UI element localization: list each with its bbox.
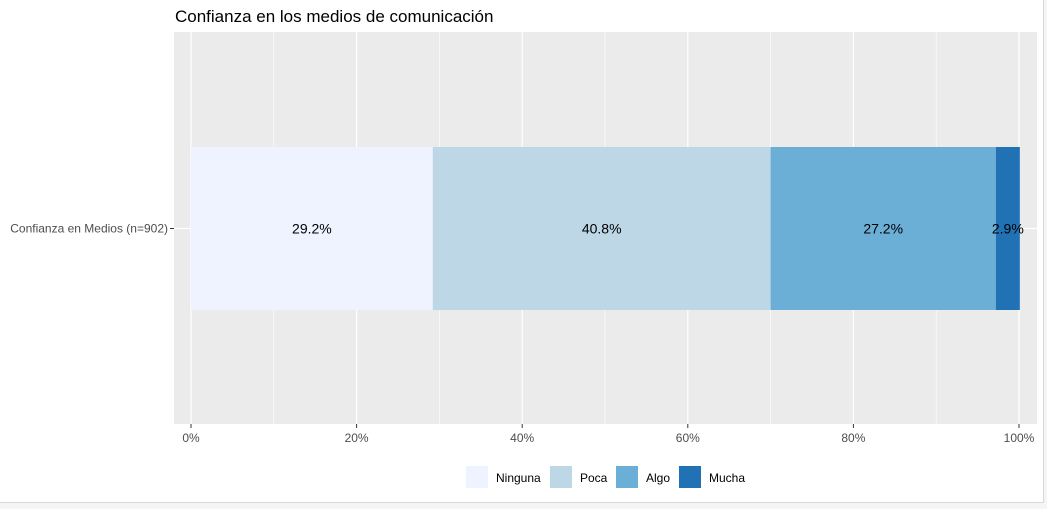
legend-key-algo: [616, 466, 638, 488]
legend-label-poca: Poca: [580, 471, 608, 485]
bar-segment-mucha: [995, 147, 1020, 310]
bar-segment-poca: [432, 147, 771, 310]
bar-label-algo: 27.2%: [863, 221, 903, 237]
legend-label-algo: Algo: [646, 471, 670, 485]
x-tick-label: 80%: [841, 431, 865, 445]
bar-labels: 29.2% 40.8% 27.2% 2.9%: [292, 221, 1024, 237]
x-axis: 0% 20% 40% 60% 80% 100%: [182, 424, 1035, 445]
bar-label-mucha: 2.9%: [992, 221, 1024, 237]
x-tick-label: 20%: [345, 431, 369, 445]
x-tick-label: 40%: [510, 431, 534, 445]
chart-title: Confianza en los medios de comunicación: [175, 7, 493, 26]
legend-key-poca: [550, 466, 572, 488]
x-tick-label: 0%: [182, 431, 200, 445]
bars: [191, 147, 1020, 310]
legend-label-mucha: Mucha: [709, 471, 745, 485]
x-tick-label: 100%: [1004, 431, 1035, 445]
legend: Ninguna Poca Algo Mucha: [466, 466, 745, 488]
bar-label-ninguna: 29.2%: [292, 221, 332, 237]
bar-segment-ninguna: [191, 147, 433, 310]
y-tick-label: Confianza en Medios (n=902): [10, 222, 168, 236]
legend-label-ninguna: Ninguna: [496, 471, 541, 485]
y-axis: Confianza en Medios (n=902): [10, 222, 174, 236]
bar-segment-algo: [770, 147, 996, 310]
bar-label-poca: 40.8%: [582, 221, 622, 237]
x-tick-label: 60%: [676, 431, 700, 445]
legend-key-ninguna: [466, 466, 488, 488]
legend-key-mucha: [679, 466, 701, 488]
